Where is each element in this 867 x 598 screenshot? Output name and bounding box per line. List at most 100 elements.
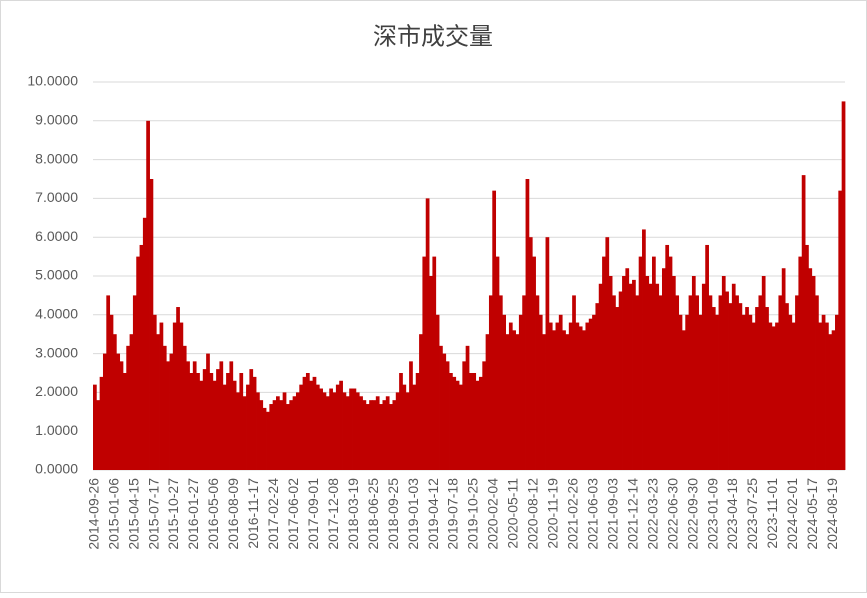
bar — [429, 276, 433, 470]
x-tick-label: 2015-07-17 — [145, 478, 161, 550]
bar — [462, 361, 467, 470]
bar — [705, 244, 709, 470]
chart-title: 深市成交量 — [373, 23, 493, 50]
bar — [482, 361, 487, 470]
bar — [535, 295, 540, 470]
bar — [209, 373, 214, 470]
bar — [196, 373, 200, 470]
bar — [226, 373, 230, 470]
bar — [189, 373, 194, 470]
bar — [745, 307, 749, 470]
bar — [592, 314, 596, 470]
bar — [279, 400, 284, 470]
bar — [508, 322, 513, 470]
x-tick-label: 2021-12-14 — [624, 478, 640, 550]
bar — [136, 256, 140, 470]
bar — [405, 392, 410, 470]
y-tick-label: 5.0000 — [35, 267, 78, 283]
bar — [562, 330, 566, 470]
bar — [545, 237, 550, 470]
bar — [558, 314, 563, 470]
y-tick-label: 6.0000 — [35, 228, 78, 244]
bar — [332, 392, 337, 470]
bar — [568, 322, 573, 470]
bar — [538, 314, 543, 470]
bar — [172, 322, 177, 470]
bar — [129, 334, 134, 470]
x-tick-label: 2016-08-09 — [225, 478, 241, 550]
bar — [266, 411, 270, 470]
bar — [389, 404, 393, 470]
bar — [835, 314, 839, 470]
bar — [771, 326, 776, 470]
bar — [382, 400, 387, 470]
bar — [285, 404, 290, 470]
x-tick-label: 2018-09-25 — [385, 478, 401, 550]
bar — [811, 276, 816, 470]
y-tick-label: 0.0000 — [35, 461, 78, 477]
bar — [309, 380, 314, 470]
bar — [721, 276, 726, 470]
bar — [239, 373, 244, 470]
bar — [575, 322, 580, 470]
bar — [229, 361, 234, 470]
bar — [828, 334, 833, 470]
bar — [838, 190, 843, 470]
bar — [176, 307, 180, 470]
bar — [765, 307, 769, 470]
bar — [232, 380, 237, 470]
bar — [472, 373, 477, 470]
bar — [169, 353, 174, 470]
x-tick-label: 2023-07-25 — [744, 478, 760, 550]
bar — [315, 384, 320, 470]
bar — [119, 361, 124, 470]
bar — [512, 330, 516, 470]
x-tick-label: 2019-07-18 — [445, 478, 461, 550]
bar — [492, 190, 497, 470]
bar — [542, 334, 546, 470]
bar — [159, 322, 164, 470]
bar — [122, 373, 127, 470]
bar — [319, 388, 323, 470]
bar — [342, 392, 347, 470]
bar — [821, 314, 826, 470]
bar — [505, 334, 510, 470]
bar — [741, 314, 746, 470]
bar — [352, 388, 357, 470]
bar — [262, 407, 267, 470]
bar — [615, 307, 620, 470]
bar — [618, 291, 623, 470]
x-tick-label: 2022-03-23 — [644, 478, 660, 550]
x-tick-label: 2015-10-27 — [165, 478, 181, 550]
bar — [242, 396, 247, 470]
bar — [385, 396, 390, 470]
x-tick-label: 2019-10-25 — [465, 478, 481, 550]
bar — [449, 373, 453, 470]
x-tick-label: 2022-06-30 — [664, 478, 680, 550]
bar — [455, 380, 460, 470]
bar — [735, 295, 739, 470]
bar — [339, 380, 343, 470]
bar — [751, 322, 756, 470]
x-tick-label: 2018-06-25 — [365, 478, 381, 550]
x-tick-label: 2015-04-15 — [125, 478, 141, 550]
bar — [432, 256, 437, 470]
bar — [442, 353, 447, 470]
bar — [422, 256, 427, 470]
bar — [665, 244, 670, 470]
bar — [648, 283, 653, 470]
bar — [768, 322, 773, 470]
bar — [269, 404, 274, 470]
bar — [202, 369, 207, 470]
bar — [372, 400, 377, 470]
bar — [99, 376, 104, 470]
bar — [548, 322, 553, 470]
bar — [655, 283, 660, 470]
bar — [685, 314, 690, 470]
bar — [711, 307, 716, 470]
bar — [671, 276, 676, 470]
x-tick-label: 2022-09-30 — [684, 478, 700, 550]
bar — [152, 314, 157, 470]
bar — [748, 314, 753, 470]
bar — [452, 376, 457, 470]
